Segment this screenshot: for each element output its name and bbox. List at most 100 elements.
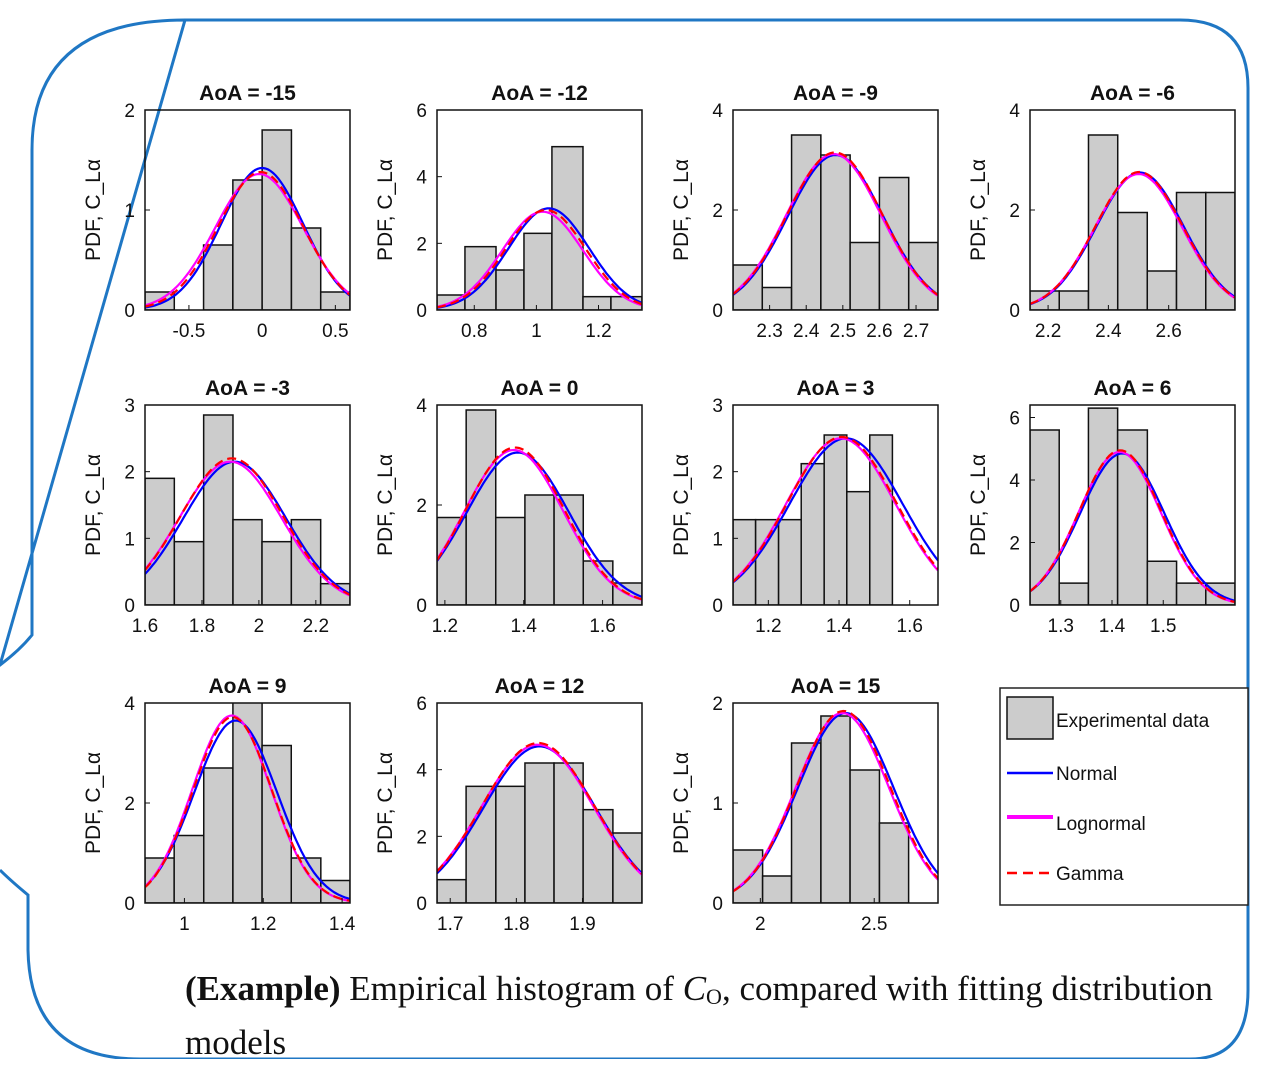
histogram-bar [202, 414, 234, 605]
histogram-bar [261, 540, 293, 605]
legend-normal-label: Normal [1056, 764, 1117, 785]
histogram-bar [202, 767, 234, 903]
histogram-bar [800, 462, 825, 605]
panel-11: 2 2.5 0 1 2 AoA = 15 PDF, C_Lα [670, 675, 939, 935]
x-tick-label: 2.5 [861, 914, 887, 935]
y-tick-label: 0 [124, 301, 135, 322]
y-axis-label: PDF, C_Lα [670, 159, 693, 261]
histogram-bar [173, 540, 205, 605]
y-tick-label: 0 [124, 894, 135, 915]
x-tick-label: 1 [179, 914, 190, 935]
histogram-bar [823, 434, 848, 605]
histogram-bar [754, 518, 780, 605]
histogram-bar [849, 769, 881, 903]
histogram-bar [878, 822, 910, 903]
y-axis-label: PDF, C_Lα [374, 454, 397, 556]
panel-title: AoA = 6 [1094, 377, 1172, 400]
y-tick-label: 0 [712, 596, 723, 617]
panel-title: AoA = -15 [199, 82, 296, 105]
histogram-bar [319, 291, 350, 310]
y-tick-label: 2 [712, 201, 723, 222]
panel-title: AoA = 15 [791, 675, 881, 698]
y-tick-label: 2 [124, 794, 135, 815]
x-tick-label: 1.8 [503, 914, 529, 935]
histogram-bar [1116, 211, 1149, 310]
panel-2-plot-area [437, 145, 642, 310]
y-tick-label: 1 [124, 529, 135, 550]
y-tick-label: 4 [1009, 471, 1020, 492]
y-tick-label: 2 [1009, 534, 1020, 555]
fit-curve-gamma [1030, 170, 1235, 305]
panel-7: 1.2 1.4 1.6 0 1 2 3 AoA = 3 PDF, C_Lα [670, 377, 939, 637]
y-tick-label: 0 [712, 301, 723, 322]
x-tick-label: 1.7 [437, 914, 463, 935]
y-tick-label: 0 [124, 596, 135, 617]
legend: Experimental data Normal Lognormal Gamma [999, 687, 1249, 906]
x-tick-label: 1.4 [826, 616, 853, 637]
histogram-bar [465, 409, 497, 605]
histogram-bar [261, 744, 293, 903]
x-tick-label: 2 [755, 914, 766, 935]
panel-6: 1.2 1.4 1.6 0 2 4 AoA = 0 PDF, C_Lα [374, 377, 643, 637]
y-tick-label: 0 [1009, 301, 1020, 322]
x-tick-label: 1.6 [897, 616, 923, 637]
histogram-bar [437, 516, 467, 605]
x-tick-label: 1.4 [1099, 616, 1126, 637]
panel-3: 2.3 2.4 2.5 2.6 2.7 0 2 4 AoA = -9 PDF, C_Lα [670, 82, 939, 342]
x-tick-label: 2.2 [1035, 321, 1061, 342]
y-tick-label: 6 [416, 101, 427, 122]
y-tick-label: 2 [712, 463, 723, 484]
y-tick-label: 2 [124, 463, 135, 484]
y-axis-label: PDF, C_Lα [82, 752, 105, 854]
panel-10-plot-area [437, 741, 642, 903]
y-tick-label: 1 [712, 529, 723, 550]
histogram-bar [761, 286, 793, 310]
histogram-bar [494, 516, 526, 605]
y-tick-label: 2 [416, 234, 427, 255]
x-tick-label: 2.4 [1095, 321, 1122, 342]
histogram-bar [290, 857, 322, 903]
y-tick-label: 1 [124, 201, 135, 222]
axes-box [436, 702, 643, 904]
legend-experimental-swatch [1006, 696, 1054, 740]
y-tick-label: 4 [416, 396, 427, 417]
axes-box [732, 404, 939, 606]
x-tick-label: 2.3 [756, 321, 782, 342]
histogram-bar [777, 518, 802, 605]
histogram-bar [232, 518, 263, 605]
histogram-bar [553, 762, 584, 903]
x-tick-label: 1.2 [755, 616, 781, 637]
axes-box [144, 404, 351, 606]
x-tick-label: 1.4 [511, 616, 538, 637]
histogram-bar [1030, 290, 1060, 310]
histogram-bar [733, 849, 764, 903]
x-tick-label: 1.2 [432, 616, 458, 637]
x-tick-label: 1 [531, 321, 542, 342]
histogram-bar [202, 244, 234, 310]
x-tick-label: 1.5 [1150, 616, 1176, 637]
axes-box [1029, 404, 1236, 606]
fit-curve-gamma [145, 170, 350, 308]
panel-title: AoA = -6 [1090, 82, 1175, 105]
y-tick-label: 2 [124, 101, 135, 122]
y-tick-label: 0 [1009, 596, 1020, 617]
y-tick-label: 2 [416, 496, 427, 517]
histogram-bar [820, 154, 851, 310]
fit-curve-lognormal [733, 711, 938, 892]
histogram-bar [849, 241, 881, 310]
caption-text-2: , compared with fitting distribution mod… [185, 969, 1213, 1062]
y-tick-label: 0 [416, 301, 427, 322]
y-tick-label: 4 [712, 101, 723, 122]
histogram-bar [1205, 191, 1235, 310]
x-tick-label: 1.2 [585, 321, 611, 342]
panel-title: AoA = 0 [501, 377, 579, 400]
y-axis-label: PDF, C_Lα [374, 752, 397, 854]
fit-curve-lognormal [733, 152, 938, 297]
histogram-bar [582, 808, 614, 903]
figure-caption: (Example) Empirical histogram of CO, com… [185, 966, 1225, 1066]
x-tick-label: 2.5 [830, 321, 856, 342]
panel-title: AoA = -12 [491, 82, 588, 105]
panel-2: 0.8 1 1.2 0 2 4 6 AoA = -12 PDF, C_Lα [374, 82, 643, 342]
y-axis-label: PDF, C_Lα [670, 752, 693, 854]
y-tick-label: 3 [712, 396, 723, 417]
